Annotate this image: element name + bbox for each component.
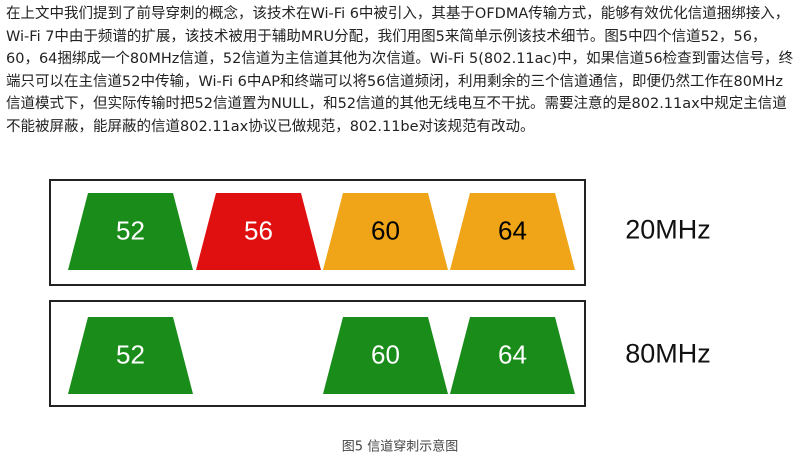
row-frame <box>49 179 586 286</box>
channel-label: 56 <box>244 215 273 245</box>
channel-block <box>196 193 321 270</box>
paragraph: 在上文中我们提到了前导穿刺的概念，该技术在Wi-Fi 6中被引入，其基于OFDM… <box>6 6 794 135</box>
channel-block <box>68 317 193 394</box>
bandwidth-label: 20MHz <box>625 215 711 245</box>
bandwidth-label: 80MHz <box>625 339 711 369</box>
channel-label: 64 <box>498 339 527 369</box>
channel-block <box>450 193 575 270</box>
channel-label: 60 <box>371 339 400 369</box>
channel-block <box>450 317 575 394</box>
caption: 图5 信道穿刺示意图 <box>342 439 458 455</box>
channel-block <box>68 193 193 270</box>
channel-label: 52 <box>116 215 145 245</box>
channel-label: 52 <box>116 339 145 369</box>
channel-label: 64 <box>498 215 527 245</box>
channel-block <box>323 317 448 394</box>
channel-block <box>323 193 448 270</box>
channel-label: 60 <box>371 215 400 245</box>
row-frame <box>49 300 586 407</box>
